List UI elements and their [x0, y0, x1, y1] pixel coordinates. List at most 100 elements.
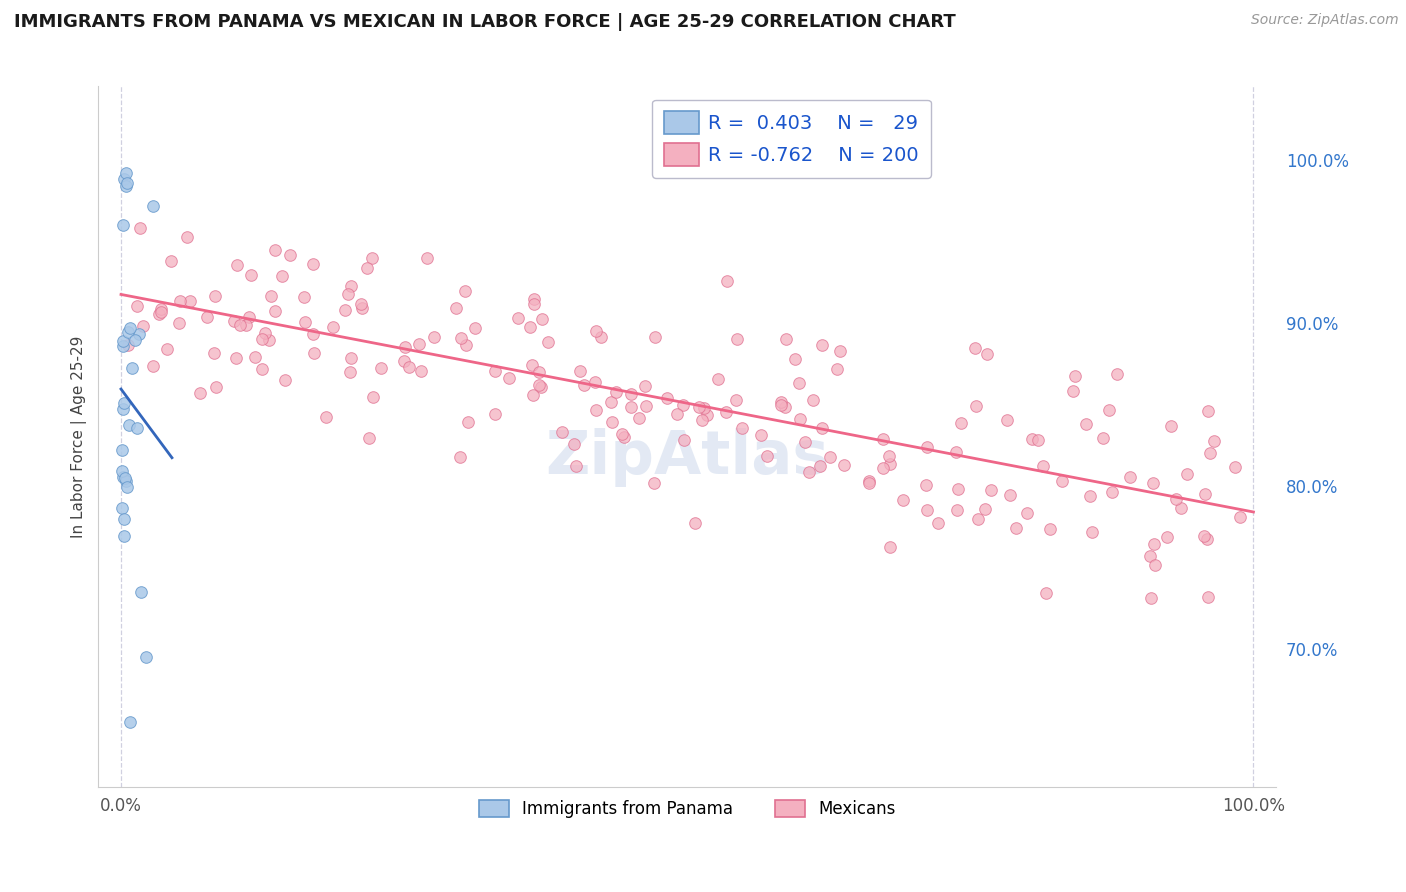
Point — [508, 311, 530, 326]
Point — [302, 346, 325, 360]
Point — [770, 398, 793, 412]
Point — [769, 394, 792, 409]
Point — [1198, 446, 1220, 460]
Point — [707, 372, 730, 386]
Point — [1166, 492, 1188, 507]
Point — [235, 318, 257, 332]
Point — [751, 428, 773, 442]
Point — [229, 318, 252, 332]
Point — [188, 386, 211, 401]
Point — [1101, 485, 1123, 500]
Point — [260, 289, 283, 303]
Point — [124, 333, 146, 347]
Point — [112, 172, 135, 186]
Point — [142, 199, 165, 213]
Point — [450, 330, 472, 344]
Point — [589, 330, 612, 344]
Point — [148, 306, 170, 320]
Point — [1092, 431, 1115, 445]
Point — [278, 248, 301, 262]
Point — [963, 341, 986, 355]
Point — [456, 338, 478, 352]
Point — [350, 301, 373, 315]
Point — [225, 351, 247, 365]
Point — [891, 493, 914, 508]
Point — [1170, 500, 1192, 515]
Point — [966, 512, 988, 526]
Point — [858, 476, 880, 491]
Point — [1197, 403, 1219, 417]
Point — [222, 314, 245, 328]
Point — [398, 359, 420, 374]
Point — [114, 471, 136, 485]
Point — [693, 401, 716, 415]
Point — [111, 218, 134, 232]
Point — [1015, 506, 1038, 520]
Point — [946, 482, 969, 496]
Point — [257, 333, 280, 347]
Point — [111, 442, 134, 457]
Point — [1039, 522, 1062, 536]
Point — [927, 516, 949, 530]
Point — [530, 380, 553, 394]
Point — [1139, 549, 1161, 563]
Point — [498, 371, 520, 385]
Point — [125, 300, 148, 314]
Point — [115, 481, 138, 495]
Point — [613, 430, 636, 444]
Point — [917, 503, 939, 517]
Point — [394, 353, 416, 368]
Point — [294, 315, 316, 329]
Point — [111, 500, 134, 515]
Point — [1175, 467, 1198, 482]
Point — [333, 303, 356, 318]
Point — [980, 483, 1002, 497]
Point — [240, 268, 263, 282]
Point — [457, 415, 479, 429]
Point — [773, 400, 796, 414]
Point — [204, 288, 226, 302]
Point — [112, 529, 135, 543]
Point — [423, 329, 446, 343]
Point — [950, 417, 973, 431]
Point — [263, 243, 285, 257]
Point — [1194, 486, 1216, 500]
Point — [585, 403, 607, 417]
Point — [292, 290, 315, 304]
Point — [858, 474, 880, 488]
Point — [121, 361, 143, 376]
Point — [129, 221, 152, 235]
Point — [665, 408, 688, 422]
Point — [531, 311, 554, 326]
Point — [628, 410, 651, 425]
Point — [1156, 530, 1178, 544]
Point — [793, 434, 815, 449]
Point — [484, 407, 506, 421]
Point — [150, 305, 173, 319]
Point — [112, 396, 135, 410]
Point — [872, 432, 894, 446]
Point — [672, 398, 695, 412]
Point — [117, 338, 139, 352]
Point — [120, 714, 142, 729]
Point — [585, 324, 607, 338]
Point — [1160, 419, 1182, 434]
Y-axis label: In Labor Force | Age 25-29: In Labor Force | Age 25-29 — [72, 335, 87, 538]
Point — [149, 301, 172, 316]
Point — [370, 361, 392, 376]
Point — [775, 332, 797, 346]
Point — [810, 421, 832, 435]
Point — [245, 351, 267, 365]
Point — [111, 470, 134, 484]
Point — [1026, 433, 1049, 447]
Point — [484, 364, 506, 378]
Point — [562, 436, 585, 450]
Point — [731, 421, 754, 435]
Text: Source: ZipAtlas.com: Source: ZipAtlas.com — [1251, 13, 1399, 28]
Point — [1195, 532, 1218, 546]
Point — [537, 334, 560, 349]
Point — [238, 310, 260, 325]
Point — [620, 387, 643, 401]
Point — [655, 391, 678, 405]
Point — [644, 330, 666, 344]
